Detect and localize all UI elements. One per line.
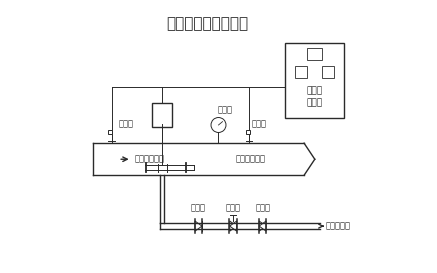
Text: 一次蒸汽进口: 一次蒸汽进口 [134,155,164,164]
Text: 减温控
制系统: 减温控 制系统 [307,86,323,108]
Text: 节流阀: 节流阀 [225,203,241,212]
Bar [307,48,322,60]
Polygon shape [230,221,237,231]
Text: 止回阀: 止回阀 [191,203,206,212]
Polygon shape [230,221,237,231]
Text: 二次蒸汽出口: 二次蒸汽出口 [236,155,266,164]
Bar [295,66,307,78]
Text: 截止阀: 截止阀 [255,203,270,212]
Circle shape [211,117,226,132]
Bar [285,43,344,118]
Text: 减温水进口: 减温水进口 [326,222,350,231]
Polygon shape [259,221,266,231]
Text: 铂电阻: 铂电阻 [118,120,133,129]
Text: 可调喷嘴式减温装置: 可调喷嘴式减温装置 [167,16,249,31]
Polygon shape [195,221,202,231]
Bar [153,103,172,127]
Text: 温度计: 温度计 [217,106,232,115]
Text: 铂电阻: 铂电阻 [252,120,267,129]
Polygon shape [259,221,266,231]
Bar [322,66,334,78]
